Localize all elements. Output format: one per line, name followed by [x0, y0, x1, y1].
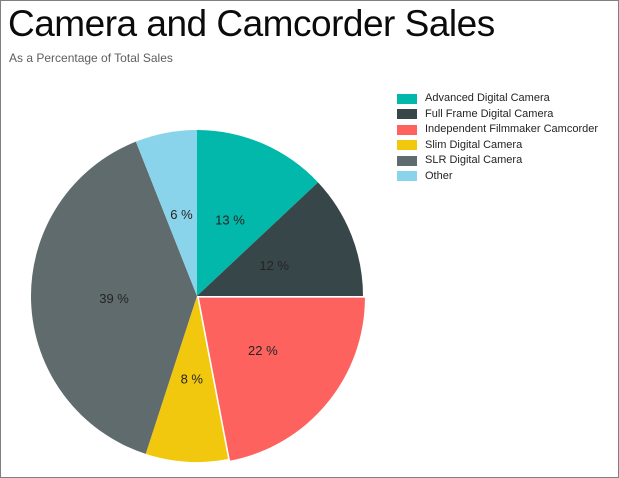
legend-swatch-icon [397, 109, 417, 120]
pie-slice-independent-filmmaker-camcorder[interactable] [198, 297, 365, 461]
pie-label-full-frame-digital-camera: 12 % [259, 258, 289, 273]
legend-label: Advanced Digital Camera [425, 92, 550, 104]
legend-item-advanced-digital-camera[interactable]: Advanced Digital Camera [397, 91, 598, 107]
pie-slice-advanced-digital-camera[interactable] [197, 130, 319, 296]
chart-title: Camera and Camcorder Sales [8, 3, 495, 44]
pie-label-slim-digital-camera: 8 % [181, 371, 204, 386]
legend-label: Independent Filmmaker Camcorder [425, 123, 599, 135]
legend-item-slr-digital-camera[interactable]: SLR Digital Camera [397, 153, 598, 169]
legend-label: Other [425, 169, 453, 182]
legend-swatch-icon [397, 171, 417, 182]
legend-item-full-frame-digital-camera[interactable]: Full Frame Digital Camera [397, 107, 598, 123]
pie-slice-slim-digital-camera[interactable] [145, 296, 229, 462]
legend-swatch-icon [397, 124, 417, 135]
pie-label-slr-digital-camera: 39 % [99, 291, 129, 306]
legend-item-other[interactable]: Other [397, 169, 598, 185]
legend-swatch-icon [397, 140, 417, 151]
pie-label-advanced-digital-camera: 13 % [215, 212, 245, 227]
legend-label: SLR Digital Camera [425, 154, 523, 166]
legend-label: Full Frame Digital Camera [425, 107, 554, 120]
legend-swatch-icon [397, 155, 417, 166]
chart-subtitle: As a Percentage of Total Sales [9, 51, 173, 65]
pie-label-other: 6 % [170, 207, 193, 222]
pie-slice-full-frame-digital-camera[interactable] [197, 182, 363, 296]
pie-slice-other[interactable] [135, 130, 197, 296]
legend-item-independent-filmmaker-camcorder[interactable]: Independent Filmmaker Camcorder [397, 122, 598, 138]
pie-label-independent-filmmaker-camcorder: 22 % [248, 343, 278, 358]
legend-label: Slim Digital Camera [425, 138, 523, 151]
legend-swatch-icon [397, 93, 417, 104]
pie-slice-slr-digital-camera[interactable] [31, 141, 197, 454]
legend: Advanced Digital Camera Full Frame Digita… [397, 91, 598, 184]
legend-item-slim-digital-camera[interactable]: Slim Digital Camera [397, 138, 598, 154]
